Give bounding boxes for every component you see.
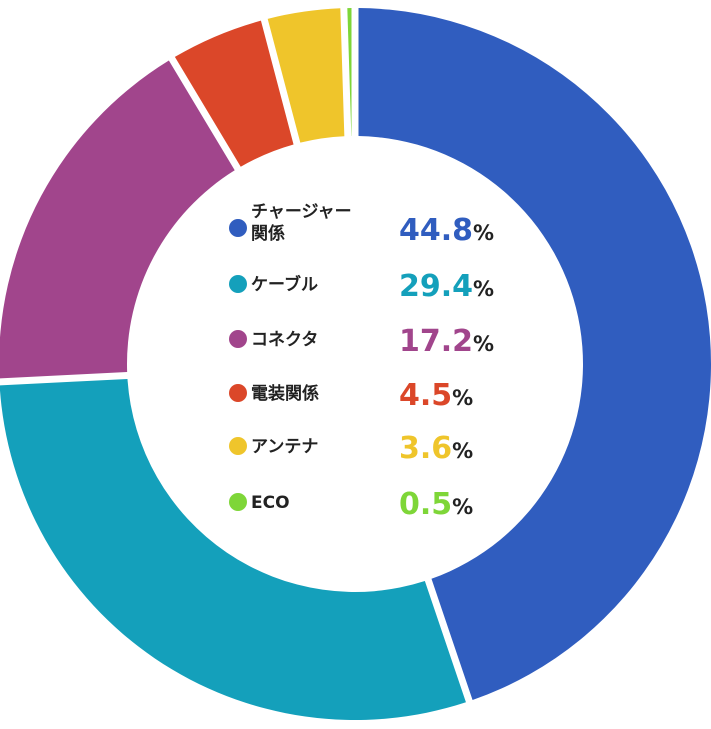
legend-marker bbox=[229, 275, 247, 293]
legend-item: ケーブル 29.4% bbox=[229, 269, 494, 304]
legend-item: コネクタ 17.2% bbox=[229, 324, 494, 359]
legend-marker bbox=[229, 493, 247, 511]
legend-value: 44.8% bbox=[399, 213, 494, 248]
donut-slices bbox=[0, 8, 711, 720]
legend-label: コネクタ bbox=[251, 330, 318, 350]
legend-label: 電装関係 bbox=[251, 383, 319, 404]
legend-item: 電装関係 4.5% bbox=[229, 378, 473, 413]
legend-value: 4.5% bbox=[399, 378, 473, 413]
legend-value: 3.6% bbox=[399, 431, 473, 466]
legend-item: チャージャー関係 44.8% bbox=[229, 202, 494, 248]
chart-legend: チャージャー関係 44.8% ケーブル 29.4% コネクタ 17.2% 電装関係 4.5% ア… bbox=[229, 202, 494, 522]
legend-value: 17.2% bbox=[399, 324, 494, 359]
legend-value: 29.4% bbox=[399, 269, 494, 304]
legend-label: ECO bbox=[251, 493, 290, 513]
legend-marker bbox=[229, 330, 247, 348]
legend-item: ECO 0.5% bbox=[229, 487, 473, 522]
legend-marker bbox=[229, 219, 247, 237]
legend-item: アンテナ 3.6% bbox=[229, 431, 473, 466]
slice-4 bbox=[174, 20, 294, 167]
legend-label: チャージャー関係 bbox=[251, 202, 352, 244]
legend-marker bbox=[229, 384, 247, 402]
slice-6 bbox=[347, 8, 352, 137]
legend-label: アンテナ bbox=[251, 437, 318, 457]
slice-2 bbox=[0, 378, 466, 720]
legend-marker bbox=[229, 437, 247, 455]
slice-3 bbox=[0, 60, 235, 379]
legend-value: 0.5% bbox=[399, 487, 473, 522]
slice-1 bbox=[358, 8, 711, 701]
legend-label: ケーブル bbox=[251, 274, 318, 295]
slice-5 bbox=[267, 8, 345, 143]
